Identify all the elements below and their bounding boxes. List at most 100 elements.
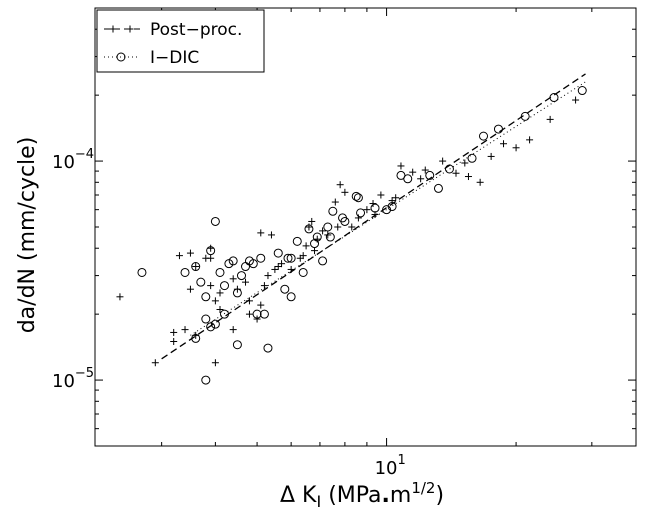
data-point-plus-28 (287, 265, 295, 273)
data-point-plus-37 (336, 181, 344, 189)
data-point-circle-26 (283, 253, 293, 263)
data-point-circle-47 (425, 170, 435, 180)
data-point-plus-7 (207, 282, 215, 290)
data-point-circle-29 (298, 267, 308, 277)
data-point-plus-3 (175, 252, 183, 260)
legend-box (96, 9, 265, 73)
data-point-plus-41 (369, 200, 377, 208)
data-point-plus-9 (207, 244, 215, 252)
data-point-plus-24 (257, 229, 265, 237)
x-tick-label-base-0: 10 (375, 458, 398, 479)
data-points (116, 86, 587, 385)
x-axis-label-unit: (MPa (321, 483, 381, 508)
legend-marker-circle-a (116, 52, 126, 62)
data-point-plus-57 (170, 338, 178, 346)
data-point-circle-36 (328, 206, 338, 216)
series-post-proc (116, 96, 580, 367)
data-point-circle-58 (310, 239, 320, 249)
data-point-circle-24 (263, 343, 273, 353)
data-point-plus-35 (334, 223, 342, 231)
data-point-circle-51 (479, 131, 489, 141)
data-point-circle-25 (273, 248, 283, 258)
data-point-circle-21 (252, 309, 262, 319)
data-point-plus-32 (308, 217, 316, 225)
data-point-circle-11 (191, 333, 201, 343)
data-point-circle-53 (520, 111, 530, 121)
data-point-circle-14 (201, 375, 211, 385)
data-point-circle-16 (220, 309, 230, 319)
x-axis-label-delta-k: Δ K (280, 483, 317, 508)
data-point-plus-39 (354, 214, 362, 222)
data-point-plus-67 (452, 169, 460, 177)
data-point-plus-58 (242, 278, 250, 286)
data-point-plus-11 (216, 289, 224, 297)
y-tick-label-0: 10−4 (52, 147, 94, 173)
data-point-plus-13 (181, 326, 189, 334)
legend-marker-plus-b (126, 25, 134, 33)
data-point-circle-5 (206, 246, 216, 256)
data-point-circle-32 (304, 224, 314, 234)
data-point-plus-10 (211, 297, 219, 305)
data-point-plus-15 (216, 306, 224, 314)
x-axis-label-subscript: I (316, 492, 321, 511)
data-point-circle-50 (467, 153, 477, 163)
data-point-circle-41 (353, 193, 363, 203)
data-point-plus-21 (257, 301, 265, 309)
y-tick-label-1: 10−5 (52, 366, 94, 392)
data-point-circle-57 (256, 253, 266, 263)
data-point-plus-63 (311, 247, 319, 255)
data-point-circle-52 (493, 124, 503, 134)
data-point-circle-40 (351, 191, 361, 201)
data-point-circle-39 (356, 208, 366, 218)
data-point-circle-56 (244, 256, 254, 266)
axis-ticks (95, 7, 636, 447)
legend-label-i-dic: I−DIC (150, 48, 199, 68)
data-point-plus-53 (546, 115, 554, 123)
data-point-plus-14 (211, 359, 219, 367)
data-point-plus-34 (324, 231, 332, 239)
data-point-plus-23 (274, 263, 282, 271)
data-point-plus-22 (264, 272, 272, 280)
data-point-circle-30 (280, 284, 290, 294)
data-point-plus-54 (572, 96, 580, 104)
data-point-circle-27 (286, 253, 296, 263)
plot-area-border (94, 7, 637, 447)
data-point-circle-8 (220, 281, 230, 291)
data-point-plus-45 (409, 168, 417, 176)
data-point-plus-5 (192, 263, 200, 271)
data-point-plus-42 (377, 191, 385, 199)
data-point-plus-0 (116, 293, 124, 301)
data-point-circle-35 (325, 232, 335, 242)
data-point-plus-62 (271, 265, 279, 273)
data-point-plus-69 (512, 144, 520, 152)
tick-labels: 10−4 10−5 101 (52, 147, 406, 479)
data-point-plus-20 (253, 315, 261, 323)
data-point-plus-47 (439, 157, 447, 165)
series-i-dic (137, 86, 587, 385)
data-point-circle-6 (210, 216, 220, 226)
data-point-circle-54 (549, 93, 559, 103)
x-axis-label-dot: . (382, 483, 390, 508)
data-point-circle-4 (201, 292, 211, 302)
data-point-plus-19 (245, 310, 253, 318)
data-point-plus-30 (302, 242, 310, 250)
data-point-circle-31 (286, 292, 296, 302)
fit-lines (161, 73, 586, 360)
data-point-circle-19 (241, 262, 251, 272)
x-axis-label-superscript: 1/2 (411, 479, 435, 497)
data-point-plus-60 (319, 227, 327, 235)
data-point-circle-3 (196, 277, 206, 287)
data-point-plus-68 (487, 152, 495, 160)
legend: Post−proc. I−DIC (96, 9, 265, 73)
data-point-circle-0 (137, 267, 147, 277)
data-point-plus-6 (186, 285, 194, 293)
fit-line-post-proc (161, 73, 586, 360)
data-point-circle-10 (228, 256, 238, 266)
x-tick-label-exp-0: 1 (397, 453, 405, 468)
data-point-plus-50 (476, 178, 484, 186)
data-point-plus-4 (186, 249, 194, 257)
data-point-plus-44 (397, 162, 405, 170)
x-axis-label: Δ KI (MPa.m1/2) (280, 479, 444, 511)
data-point-plus-16 (229, 326, 237, 334)
